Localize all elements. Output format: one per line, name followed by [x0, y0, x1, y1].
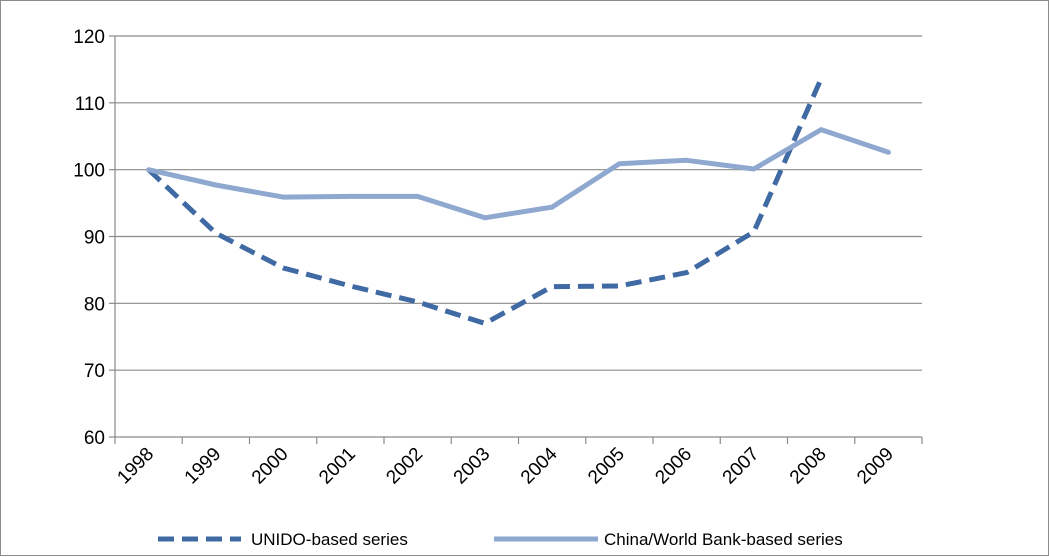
legend: UNIDO-based series China/World Bank-based… — [158, 530, 843, 549]
series-line-1 — [146, 127, 891, 221]
y-tick-label: 70 — [84, 361, 105, 382]
x-tick-label: 2000 — [248, 444, 293, 489]
y-tick-label: 60 — [84, 428, 105, 449]
y-tick-labels: 60 70 80 90 100 110 120 — [73, 27, 105, 449]
x-tick-label: 1998 — [113, 444, 158, 489]
x-tick-label: 2004 — [517, 443, 562, 488]
x-tick-label: 2002 — [382, 444, 427, 489]
y-tick-label: 90 — [84, 228, 105, 249]
x-tick-label: 2006 — [651, 444, 696, 489]
x-tick-labels: 1998 1999 2000 2001 2002 2003 2004 2005 2006 2007… — [113, 443, 897, 488]
series-line-0 — [146, 77, 824, 326]
legend-label-0: UNIDO-based series — [251, 530, 408, 549]
legend-label-1: China/World Bank-based series — [604, 530, 843, 549]
x-tick-label: 2001 — [315, 444, 360, 489]
axes — [109, 35, 923, 444]
gridlines — [115, 35, 922, 371]
y-tick-label: 80 — [84, 294, 105, 315]
x-tick-label: 2005 — [584, 444, 629, 489]
x-tick-label: 2009 — [853, 444, 898, 489]
x-tick-label: 2007 — [719, 444, 764, 489]
x-tick-label: 2003 — [450, 444, 495, 489]
x-tick-label: 1999 — [181, 444, 226, 489]
y-tick-label: 100 — [73, 161, 105, 182]
series-lines — [146, 77, 891, 326]
y-tick-label: 120 — [73, 27, 105, 48]
y-tick-label: 110 — [75, 94, 105, 115]
x-tick-label: 2008 — [786, 444, 831, 489]
